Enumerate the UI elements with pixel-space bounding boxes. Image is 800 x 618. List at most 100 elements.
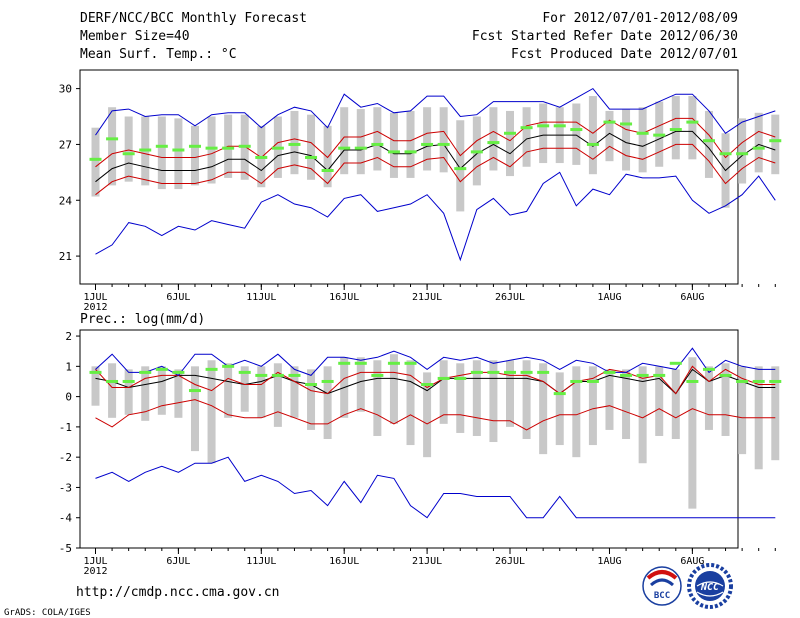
ncc-logo: NCC: [687, 563, 733, 609]
temp-ensemble-box: [389, 112, 398, 178]
prec-ensemble-box: [423, 372, 432, 458]
prec-series-ensemble-mean: [95, 368, 776, 395]
temp-y-tick-label: 21: [59, 250, 72, 263]
prec-x-tick-label: 21JUL: [412, 556, 442, 567]
prec-x-tick-label: 11JUL: [246, 556, 276, 567]
prec-ensemble-box: [389, 354, 398, 424]
prec-ensemble-box: [356, 357, 365, 412]
prec-ensemble-box: [605, 369, 614, 430]
prec-ensemble-box: [207, 360, 216, 464]
prec-ensemble-box: [290, 366, 299, 418]
prec-x-tick-label: 6AUG: [680, 556, 704, 567]
temp-x-tick-label: 11JUL: [246, 292, 276, 303]
temp-ensemble-box: [522, 107, 531, 167]
temp-plot-frame: [79, 69, 739, 285]
temp-ensemble-box: [506, 110, 514, 177]
temp-ensemble-box: [290, 110, 299, 175]
prec-plot-frame: [79, 329, 739, 549]
prec-ensemble-box: [240, 366, 249, 412]
prec-x-tick-label: 1JUL: [83, 556, 107, 567]
temp-series-lower-spread: [95, 143, 776, 196]
temp-series-ensemble-mean: [95, 130, 776, 183]
prec-y-tick-label: -5: [59, 542, 72, 555]
prec-ensemble-box: [472, 360, 481, 436]
temp-ensemble-box: [738, 118, 747, 184]
temp-ensemble-box: [356, 109, 365, 175]
prec-ensemble-box: [456, 363, 465, 433]
prec-ensemble-box: [141, 366, 150, 421]
prec-ensemble-box: [439, 360, 448, 424]
prec-ensemble-box: [572, 366, 581, 458]
prec-ensemble-box: [257, 366, 266, 418]
temp-y-tick-label: 24: [59, 194, 73, 207]
prec-ensemble-box: [622, 369, 631, 439]
temp-ensemble-box: [688, 96, 697, 160]
prec-ensemble-box: [671, 369, 680, 439]
forecast-produced-date: Fcst Produced Date 2012/07/01: [511, 47, 738, 62]
temp-ensemble-box: [489, 107, 498, 171]
title-line2: Member Size=40: [80, 29, 190, 44]
temp-ensemble-box: [605, 110, 614, 162]
prec-ensemble-box: [108, 363, 117, 418]
temp-ensemble-box: [340, 107, 349, 175]
prec-ensemble-box: [506, 360, 514, 427]
title-line1: DERF/NCC/BCC Monthly Forecast: [80, 11, 307, 26]
prec-ensemble-box: [124, 369, 133, 415]
prec-x-tick-label: 16JUL: [329, 556, 359, 567]
temp-ensemble-box: [704, 110, 713, 178]
prec-ensemble-box: [688, 357, 697, 509]
prec-ensemble-box: [224, 363, 233, 418]
temp-ensemble-box: [91, 127, 100, 197]
prec-ensemble-box: [721, 363, 730, 436]
prec-ensemble-box: [323, 366, 332, 439]
temp-ensemble-box: [439, 107, 448, 173]
temp-x-tick-label: 26JUL: [495, 292, 525, 303]
temp-ensemble-box: [373, 107, 382, 171]
prec-ensemble-box: [373, 360, 382, 436]
temp-series-ensemble-min: [95, 171, 776, 262]
precip-title: Prec.: log(mm/d): [80, 312, 205, 327]
prec-ensemble-box: [588, 366, 597, 446]
prec-x-tick-label: 26JUL: [495, 556, 525, 567]
prec-series-lower-spread: [95, 399, 776, 431]
temp-ensemble-box: [323, 125, 332, 188]
prec-ensemble-box: [655, 366, 664, 436]
prec-y-tick-label: 2: [65, 330, 72, 343]
bcc-logo: BCC: [642, 566, 682, 606]
temp-y-tick-label: 27: [59, 138, 72, 151]
title-line3: Mean Surf. Temp.: °C: [80, 47, 237, 62]
prec-y-tick-label: -2: [59, 451, 72, 464]
prec-ensemble-box: [638, 366, 647, 464]
grads-credit: GrADS: COLA/IGES: [4, 608, 91, 618]
prec-ensemble-box: [307, 369, 316, 430]
prec-x-year-label: 2012: [83, 566, 107, 577]
prec-y-tick-label: -3: [59, 481, 72, 494]
temp-ensemble-box: [771, 114, 780, 175]
prec-ensemble-box: [91, 366, 100, 406]
temp-ensemble-box: [754, 112, 763, 173]
prec-x-tick-label: 1AUG: [597, 556, 621, 567]
website-url[interactable]: http://cmdp.ncc.cma.gov.cn: [76, 585, 280, 600]
temp-ensemble-box: [207, 116, 216, 184]
prec-ensemble-box: [190, 366, 199, 452]
temp-ensemble-box: [539, 103, 548, 164]
temp-x-tick-label: 21JUL: [412, 292, 442, 303]
prec-ensemble-box: [704, 366, 713, 430]
prec-ensemble-box: [489, 360, 498, 443]
temp-ensemble-box: [190, 125, 199, 186]
forecast-start-date: Fcst Started Refer Date 2012/06/30: [472, 29, 738, 44]
forecast-period: For 2012/07/01-2012/08/09: [542, 11, 738, 26]
temp-ensemble-box: [622, 109, 631, 171]
prec-series-ensemble-min: [95, 456, 776, 519]
temp-x-tick-label: 1JUL: [83, 292, 107, 303]
prec-y-tick-label: 1: [65, 360, 72, 373]
prec-ensemble-box: [771, 366, 780, 461]
temp-ensemble-box: [157, 116, 166, 190]
prec-ensemble-box: [406, 360, 415, 446]
temp-x-year-label: 2012: [83, 302, 107, 313]
temp-ensemble-box: [108, 107, 117, 186]
temp-x-tick-label: 6AUG: [680, 292, 704, 303]
temp-x-tick-label: 1AUG: [597, 292, 621, 303]
temp-x-tick-label: 16JUL: [329, 292, 359, 303]
